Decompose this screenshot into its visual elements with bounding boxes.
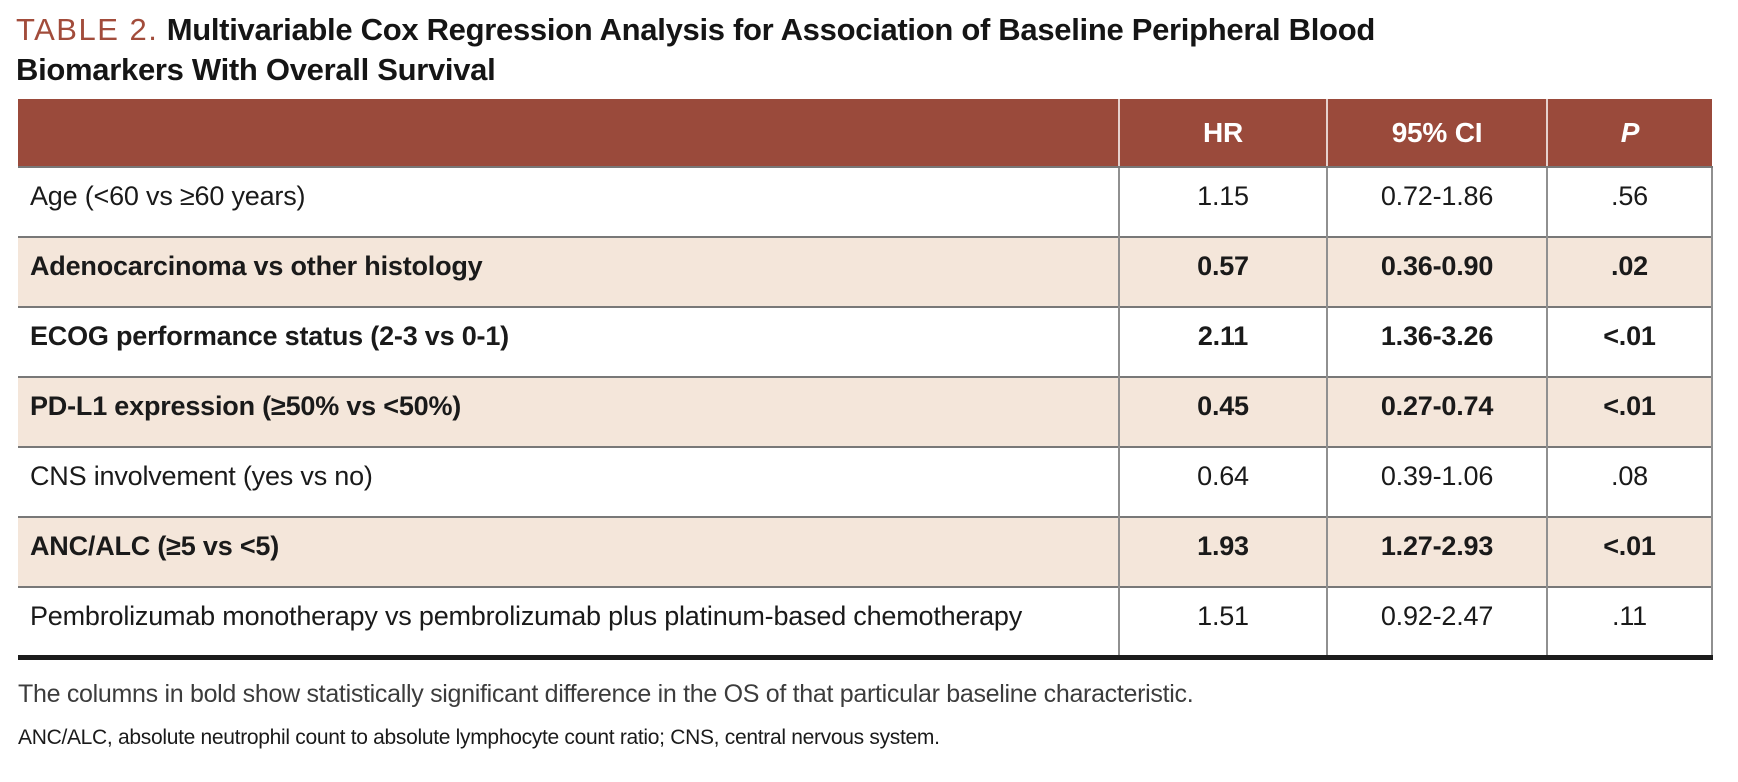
ci-cell: 0.36-0.90: [1326, 236, 1547, 307]
row-label-cell: Age (<60 vs ≥60 years): [30, 181, 306, 211]
header-cell-hr: HR: [1118, 99, 1327, 168]
hr-cell: 1.51: [1118, 586, 1327, 660]
table-row: PD-L1 expression (≥50% vs <50%) 0.45 0.2…: [18, 376, 1713, 447]
hr-cell: 1.15: [1118, 167, 1327, 237]
row-label-cell: PD-L1 expression (≥50% vs <50%): [18, 376, 1119, 447]
row-label-cell: Pembrolizumab monotherapy vs pembrolizum…: [18, 586, 1119, 660]
table-row: Pembrolizumab monotherapy vs pembrolizum…: [18, 586, 1713, 660]
ci-cell: 0.92-2.47: [1326, 586, 1547, 660]
paper-table-figure: TABLE 2. Multivariable Cox Regression An…: [16, 10, 1713, 749]
hr-cell: 0.57: [1118, 236, 1327, 307]
p-cell: <.01: [1546, 516, 1713, 587]
table-caption: TABLE 2. Multivariable Cox Regression An…: [16, 10, 1496, 90]
header-cell-ci: 95% CI: [1326, 99, 1547, 168]
row-label-cell: Adenocarcinoma vs other histology: [18, 236, 1119, 307]
hr-cell: 1.93: [1118, 516, 1327, 587]
header-cell-p: P: [1546, 99, 1712, 168]
row-label-cell: ANC/ALC (≥5 vs <5): [18, 516, 1119, 587]
ci-cell: 1.36-3.26: [1326, 306, 1547, 377]
table-row: Adenocarcinoma vs other histology 0.57 0…: [18, 236, 1713, 307]
ci-cell: 0.27-0.74: [1326, 376, 1547, 447]
ci-cell: 1.27-2.93: [1326, 516, 1547, 587]
header-cell-empty: [18, 99, 1119, 168]
table-row: ECOG performance status (2-3 vs 0-1) 2.1…: [18, 306, 1713, 377]
p-cell: .11: [1546, 586, 1713, 660]
hr-cell: 0.45: [1118, 376, 1327, 447]
cox-regression-table: HR 95% CI P Age (<60 vs ≥60 years) 1.15 …: [18, 99, 1713, 660]
table-row: Age (<60 vs ≥60 years) 1.15 0.72-1.86 .5…: [18, 167, 1713, 237]
footnote-significance: The columns in bold show statistically s…: [18, 679, 1194, 708]
row-label-cell: ECOG performance status (2-3 vs 0-1): [18, 306, 1119, 377]
ci-cell: 0.39-1.06: [1326, 446, 1547, 517]
table-row: CNS involvement (yes vs no) 0.64 0.39-1.…: [18, 446, 1713, 517]
footnote-abbreviations: ANC/ALC, absolute neutrophil count to ab…: [18, 725, 940, 749]
table-header-row: HR 95% CI P: [18, 99, 1712, 168]
hr-cell: 2.11: [1118, 306, 1327, 377]
table-row: ANC/ALC (≥5 vs <5) 1.93 1.27-2.93 <.01: [18, 516, 1713, 587]
ci-cell: 0.72-1.86: [1326, 167, 1547, 237]
p-cell: <.01: [1546, 376, 1713, 447]
table-number-tag: TABLE 2.: [16, 12, 159, 47]
p-cell: .56: [1546, 167, 1713, 237]
table-title: Multivariable Cox Regression Analysis fo…: [16, 12, 1375, 87]
hr-cell: 0.64: [1118, 446, 1327, 517]
p-cell: .02: [1546, 236, 1713, 307]
row-label-cell: CNS involvement (yes vs no): [18, 446, 1119, 517]
p-cell: .08: [1546, 446, 1713, 517]
p-cell: <.01: [1546, 306, 1713, 377]
